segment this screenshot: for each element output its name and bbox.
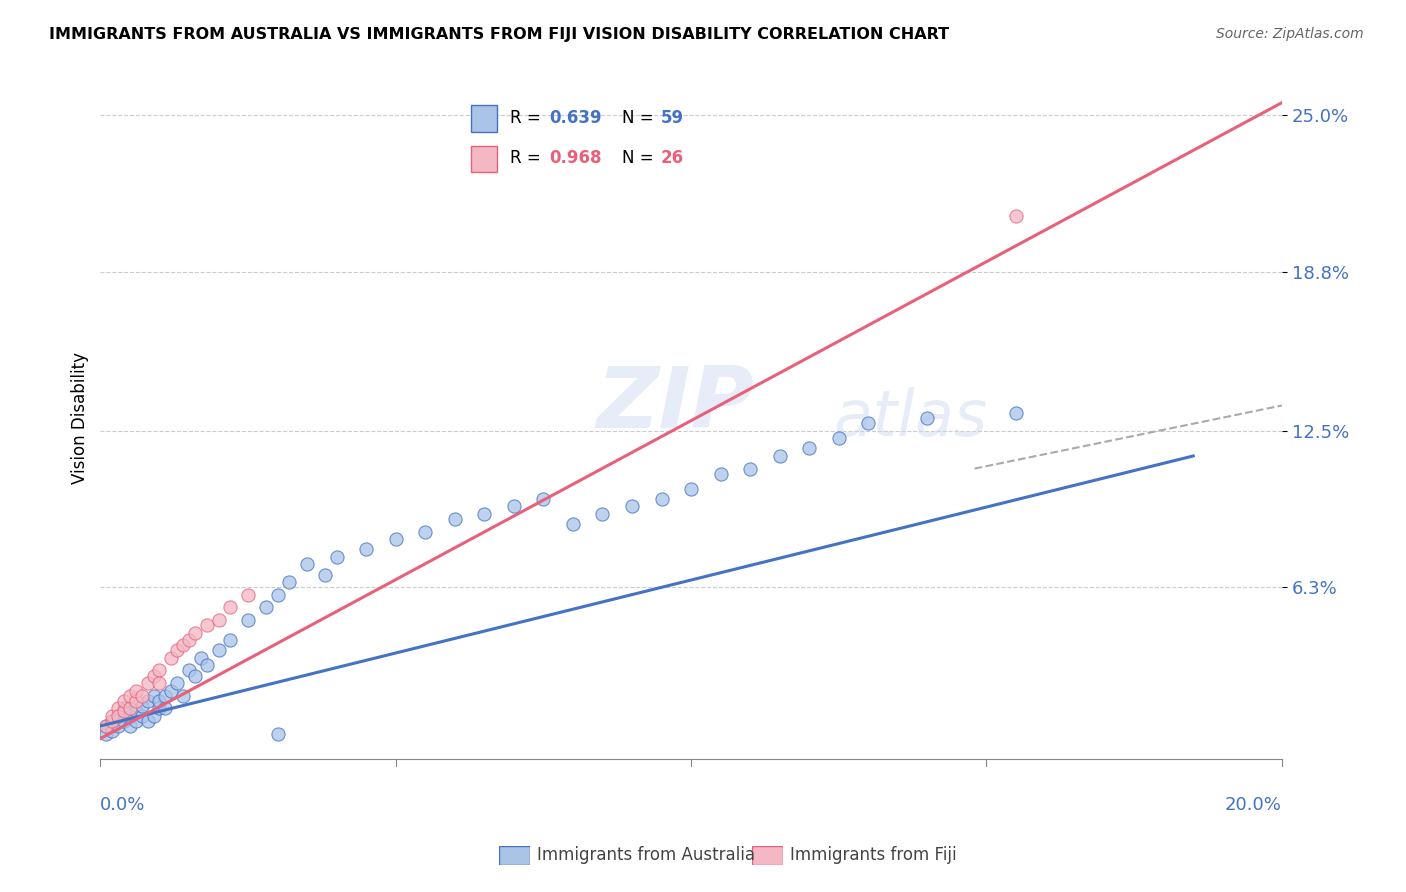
Point	[195, 618, 218, 632]
Text: 20.0%: 20.0%	[1225, 797, 1282, 814]
Point	[207, 613, 229, 627]
Point	[136, 714, 159, 728]
Point	[254, 600, 277, 615]
Point	[155, 689, 177, 703]
Point	[1005, 209, 1028, 223]
Point	[472, 507, 495, 521]
Point	[166, 676, 188, 690]
Point	[413, 524, 436, 539]
Point	[184, 625, 207, 640]
Point	[219, 633, 242, 648]
Point	[96, 719, 118, 733]
Point	[107, 709, 129, 723]
Point	[266, 588, 288, 602]
Point	[101, 714, 124, 728]
Point	[621, 500, 644, 514]
Point	[148, 694, 170, 708]
Point	[118, 719, 141, 733]
Point	[107, 701, 129, 715]
Point	[325, 549, 347, 564]
Point	[107, 709, 129, 723]
Point	[125, 694, 148, 708]
Point	[562, 517, 585, 532]
Point	[384, 533, 406, 547]
Point	[172, 638, 194, 652]
Point	[177, 633, 200, 648]
Point	[651, 491, 673, 506]
Point	[125, 683, 148, 698]
Point	[142, 668, 165, 682]
Point	[101, 709, 124, 723]
Point	[148, 664, 170, 678]
Point	[142, 689, 165, 703]
Point	[136, 676, 159, 690]
Text: 0.0%: 0.0%	[100, 797, 146, 814]
Point	[769, 449, 792, 463]
Point	[236, 588, 259, 602]
Point	[142, 709, 165, 723]
Point	[136, 694, 159, 708]
Point	[531, 491, 554, 506]
Point	[101, 724, 124, 739]
Point	[207, 643, 229, 657]
Point	[278, 575, 301, 590]
Point	[118, 689, 141, 703]
Point	[177, 664, 200, 678]
Point	[184, 668, 207, 682]
Point	[681, 482, 703, 496]
Point	[236, 613, 259, 627]
Point	[740, 461, 762, 475]
Point	[112, 694, 135, 708]
Point	[107, 719, 129, 733]
Point	[148, 701, 170, 715]
Point	[96, 719, 118, 733]
Text: Immigrants from Australia: Immigrants from Australia	[537, 847, 755, 864]
Point	[112, 704, 135, 718]
Point	[131, 689, 153, 703]
Point	[96, 726, 118, 740]
Point	[443, 512, 465, 526]
Text: Source: ZipAtlas.com: Source: ZipAtlas.com	[1216, 27, 1364, 41]
Point	[166, 643, 188, 657]
Point	[125, 704, 148, 718]
Point	[195, 658, 218, 673]
Point	[354, 542, 377, 557]
Point	[799, 442, 821, 456]
Text: atlas: atlas	[832, 387, 987, 449]
Point	[592, 507, 614, 521]
Text: IMMIGRANTS FROM AUSTRALIA VS IMMIGRANTS FROM FIJI VISION DISABILITY CORRELATION : IMMIGRANTS FROM AUSTRALIA VS IMMIGRANTS …	[49, 27, 949, 42]
Point	[160, 650, 183, 665]
Point	[125, 714, 148, 728]
Point	[1005, 406, 1028, 420]
Point	[502, 500, 524, 514]
Point	[160, 683, 183, 698]
Point	[172, 689, 194, 703]
Point	[112, 701, 135, 715]
Point	[118, 701, 141, 715]
Point	[266, 726, 288, 740]
Point	[917, 411, 939, 425]
Point	[118, 709, 141, 723]
Point	[148, 676, 170, 690]
Point	[112, 714, 135, 728]
Text: Immigrants from Fiji: Immigrants from Fiji	[790, 847, 957, 864]
Y-axis label: Vision Disability: Vision Disability	[72, 352, 89, 484]
Point	[828, 431, 851, 445]
Point	[710, 467, 733, 481]
Point	[190, 650, 212, 665]
Text: ZIP: ZIP	[596, 363, 754, 446]
Point	[131, 709, 153, 723]
Point	[219, 600, 242, 615]
Point	[101, 714, 124, 728]
Point	[314, 567, 336, 582]
Point	[131, 698, 153, 713]
Point	[155, 701, 177, 715]
Point	[295, 558, 318, 572]
Point	[858, 416, 880, 430]
